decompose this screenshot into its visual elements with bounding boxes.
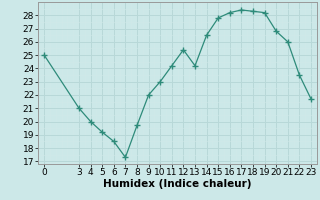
- X-axis label: Humidex (Indice chaleur): Humidex (Indice chaleur): [103, 179, 252, 189]
